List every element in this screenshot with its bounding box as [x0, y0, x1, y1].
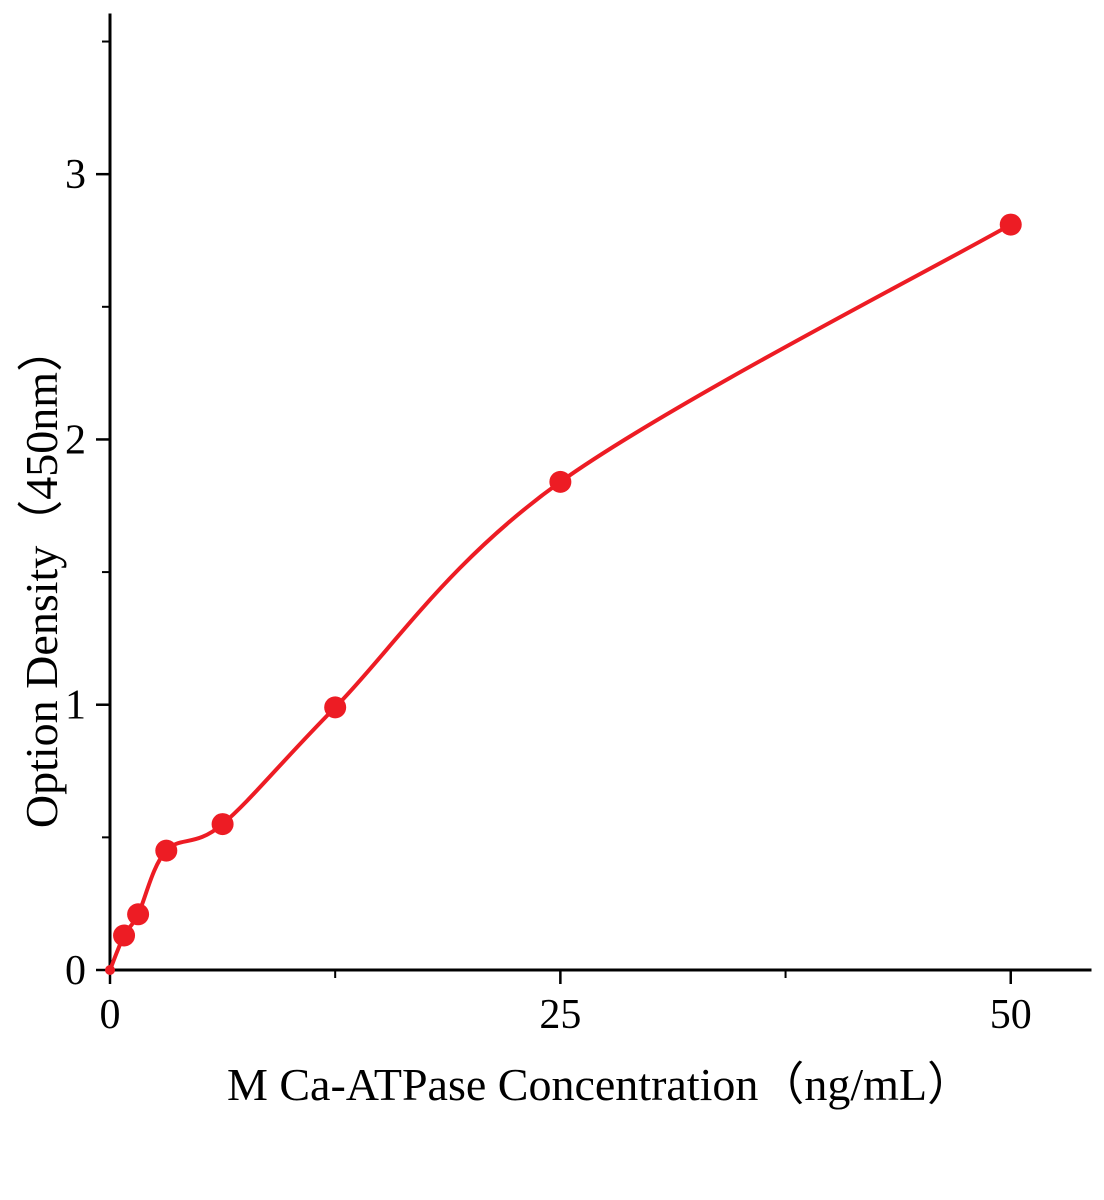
x-axis-label: M Ca-ATPase Concentration（ng/mL） [226, 1059, 974, 1110]
y-tick-label: 3 [65, 152, 86, 198]
y-tick-label: 1 [65, 683, 86, 729]
x-tick-label: 0 [100, 992, 121, 1038]
data-point [105, 965, 115, 975]
data-point [324, 696, 347, 719]
y-tick-label: 2 [65, 417, 86, 463]
y-tick-label: 0 [65, 948, 86, 994]
data-point [113, 924, 136, 947]
x-tick-label: 50 [990, 992, 1032, 1038]
y-axis-label: Option Density（450nm） [16, 325, 67, 829]
data-point [127, 903, 150, 926]
data-point [549, 470, 572, 493]
data-point [155, 839, 178, 862]
fit-curve [108, 222, 1013, 972]
x-tick-label: 25 [539, 992, 581, 1038]
data-point [999, 213, 1022, 236]
data-point [211, 813, 234, 836]
